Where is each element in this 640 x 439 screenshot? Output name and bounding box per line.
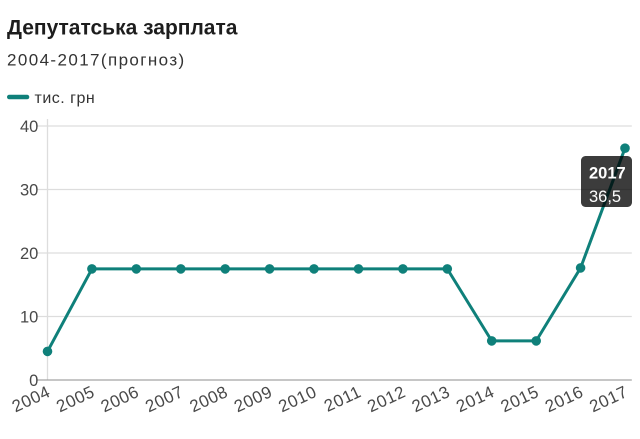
svg-text:2004-2017(прогноз): 2004-2017(прогноз) (7, 50, 186, 69)
svg-text:40: 40 (20, 118, 38, 136)
svg-text:0: 0 (29, 372, 38, 390)
svg-text:20: 20 (20, 245, 38, 263)
svg-text:2017: 2017 (589, 165, 626, 183)
svg-text:36,5: 36,5 (589, 188, 621, 206)
svg-text:10: 10 (20, 308, 38, 326)
svg-text:30: 30 (20, 181, 38, 199)
svg-text:Депутатська зарплата: Депутатська зарплата (7, 17, 238, 40)
svg-text:тис. грн: тис. грн (35, 90, 96, 107)
